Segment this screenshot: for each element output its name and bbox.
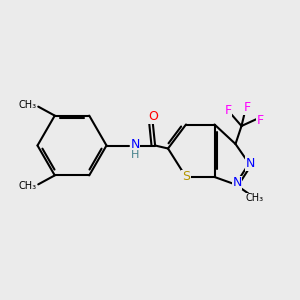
Text: O: O	[148, 110, 158, 124]
Text: N: N	[232, 176, 242, 190]
Text: N: N	[246, 157, 255, 170]
Text: CH₃: CH₃	[19, 100, 37, 110]
Text: CH₃: CH₃	[245, 193, 263, 203]
Text: F: F	[256, 114, 264, 127]
Text: CH₃: CH₃	[19, 181, 37, 191]
Text: F: F	[244, 101, 251, 114]
Text: H: H	[131, 150, 139, 161]
Text: N: N	[130, 138, 140, 151]
Text: F: F	[224, 104, 232, 118]
Text: O: O	[148, 110, 158, 124]
Text: S: S	[182, 170, 190, 184]
